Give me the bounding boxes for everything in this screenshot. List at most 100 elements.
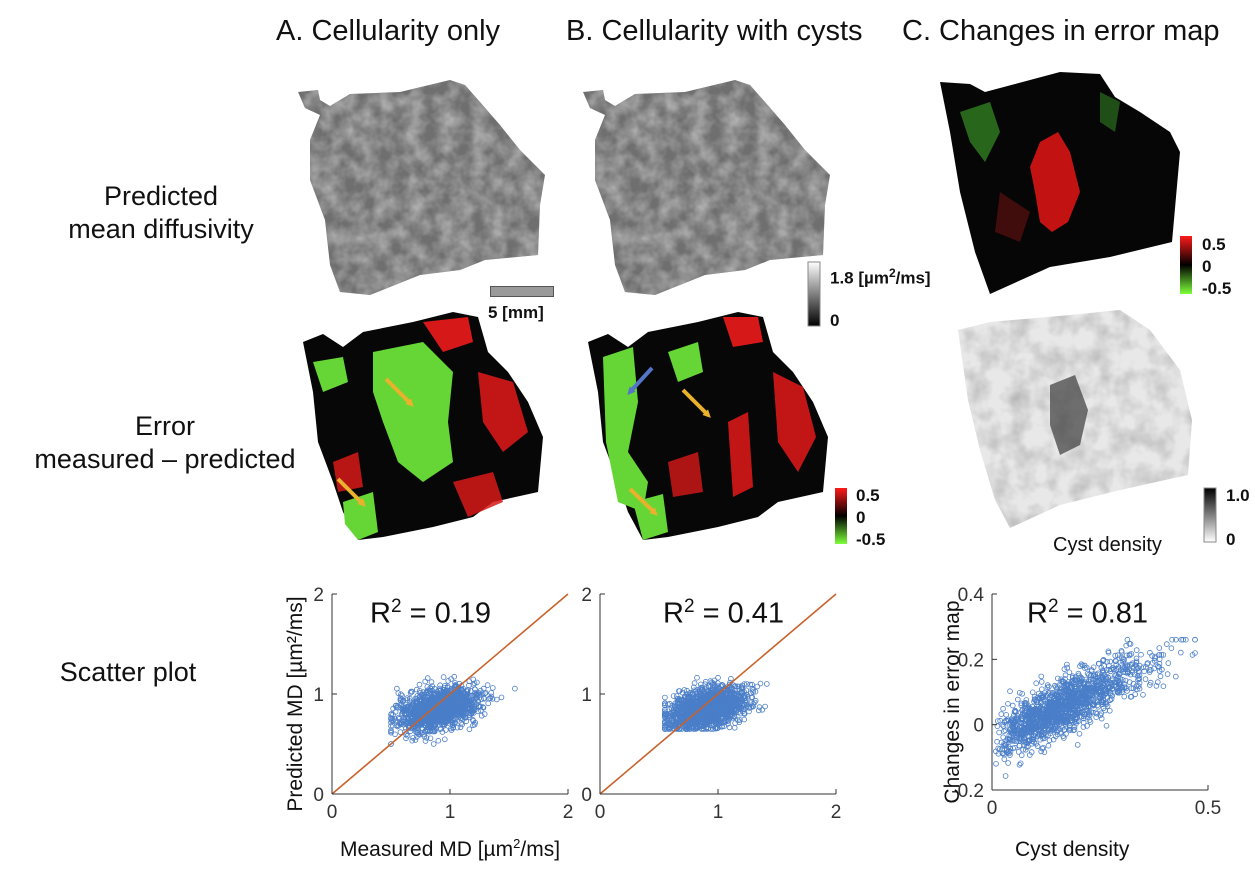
r2-label-a-value: = 0.19: [401, 597, 492, 630]
scatter-a-point: [407, 728, 414, 735]
xlabel-measured-md-post: /ms]: [520, 838, 561, 861]
scatter-c-point: [1123, 652, 1130, 659]
scatter-c-point: [1090, 672, 1097, 679]
error-colorbar-c: [1180, 236, 1192, 294]
change-error-map-green-region: [960, 102, 1000, 162]
scatter-a-point: [393, 704, 400, 711]
md-colorbar-unit-sup: 2: [888, 266, 896, 280]
scatter-c-point: [1033, 697, 1039, 704]
scatter-c-point: [1028, 749, 1035, 755]
scatter-c-point: [1045, 732, 1051, 739]
scatter-c-point: [1009, 721, 1016, 728]
scatter-c-point: [1086, 690, 1092, 696]
scatter-c-point: [1033, 680, 1039, 686]
scatter-b-point: [728, 675, 734, 682]
scatter-a-point: [468, 711, 475, 717]
scatter-b-point: [720, 720, 726, 726]
scatter-b-point: [716, 695, 723, 702]
scatter-c-point: [1080, 719, 1087, 726]
scatter-c-point: [1092, 687, 1098, 693]
scatter-a-point: [398, 691, 404, 698]
scatter-c-point: [1104, 694, 1111, 701]
scatter-a-point: [444, 701, 451, 707]
scatter-c-point: [1116, 671, 1122, 678]
scatter-b-point: [739, 690, 745, 697]
scatter-b-point: [670, 693, 677, 699]
scatter-c-point: [1039, 702, 1046, 708]
scatter-c-point: [1063, 705, 1069, 711]
scatter-b-point: [702, 678, 709, 685]
scatter-b-point: [747, 681, 753, 688]
scatter-c-point: [1160, 683, 1167, 689]
scatter-a-point: [446, 701, 453, 708]
scatter-c-xtick-label: 0: [987, 798, 998, 819]
scatter-a-point: [413, 695, 420, 702]
scatter-b-ticks: 0 1 2 0 1 2: [581, 585, 841, 823]
scatter-b-point: [748, 694, 755, 701]
scatter-c-point: [997, 746, 1003, 752]
scatter-a-point: [431, 700, 437, 706]
scatter-b-point: [704, 690, 711, 697]
cyst-density-map: [958, 310, 1192, 528]
md-colorbar: [807, 261, 821, 327]
scatter-c-point: [1019, 710, 1026, 717]
scatter-c-point: [1156, 652, 1162, 658]
cyst-colorbar-min: 0: [1226, 530, 1236, 549]
scatter-c-point: [1133, 655, 1140, 662]
error-map-b-red-top: [723, 317, 763, 347]
scatter-a-point: [423, 735, 430, 741]
scatter-c-point: [1064, 664, 1070, 671]
cyst-colorbar-max: 1.0: [1226, 486, 1250, 505]
scatter-b-point: [679, 717, 686, 724]
error-map-a-red-bottom: [453, 472, 503, 517]
scatter-a-point: [419, 719, 426, 726]
scatter-c-point: [1021, 728, 1028, 734]
scatter-a-point: [411, 707, 418, 714]
scatter-c-point: [1098, 676, 1104, 682]
ylabel-predicted-md: Predicted MD [µm²/ms]: [284, 596, 307, 812]
scatter-a-point: [398, 698, 404, 704]
arrow-yellow-b-1: [681, 388, 711, 418]
scatter-a-point: [431, 700, 438, 707]
scatter-b-point: [674, 708, 681, 714]
row-header-error-line2: measured – predicted: [34, 444, 296, 474]
scatter-a-point: [427, 735, 434, 742]
scatter-a-point: [410, 735, 416, 741]
error-colorbar-c-min: -0.5: [1202, 279, 1232, 298]
scatter-c-point: [1112, 672, 1118, 679]
scatter-c-ticks: 0 0.5-0.200.20.4: [951, 585, 1221, 819]
scatter-c-point: [1084, 711, 1090, 717]
r2-label-b-sup: 2: [683, 596, 695, 617]
scatter-c-point: [1029, 715, 1036, 722]
scatter-a-point: [404, 695, 411, 701]
cyst-colorbar: [1203, 487, 1217, 543]
scatter-c-point: [1090, 702, 1097, 709]
scatter-b-point: [730, 695, 736, 702]
scatter-a-point: [416, 681, 423, 688]
r2-label-c-sup: 2: [1047, 596, 1059, 617]
scatter-c-point: [1039, 729, 1045, 735]
scatter-a-point: [412, 699, 419, 705]
scatter-c-point: [1140, 664, 1147, 671]
scatter-c-point: [1165, 660, 1172, 666]
scatter-b-point: [662, 724, 668, 731]
column-header-b: B. Cellularity with cysts: [566, 15, 863, 47]
scatter-a-point: [422, 678, 428, 685]
scatter-c-point: [1007, 688, 1013, 694]
scatter-b-point: [662, 700, 668, 707]
scatter-c-point: [1087, 703, 1093, 710]
scatter-c-point: [1034, 743, 1041, 749]
scatter-c-point: [1098, 715, 1105, 722]
scatter-c-ytick-label: 0.4: [958, 585, 985, 606]
md-colorbar-max: 1.8 [µm2/ms]: [830, 264, 931, 288]
scatter-a-point: [414, 686, 420, 693]
scatter-b-point: [756, 707, 762, 714]
scatter-a-point: [425, 724, 431, 731]
scatter-a-point: [431, 727, 437, 734]
scatter-c-point: [1113, 661, 1120, 668]
scatter-a-point: [398, 701, 405, 707]
scatter-c-point: [1005, 760, 1011, 766]
error-map-a-red-right: [478, 372, 528, 452]
scatter-a-point: [403, 735, 409, 742]
scatter-b-point: [670, 712, 676, 718]
